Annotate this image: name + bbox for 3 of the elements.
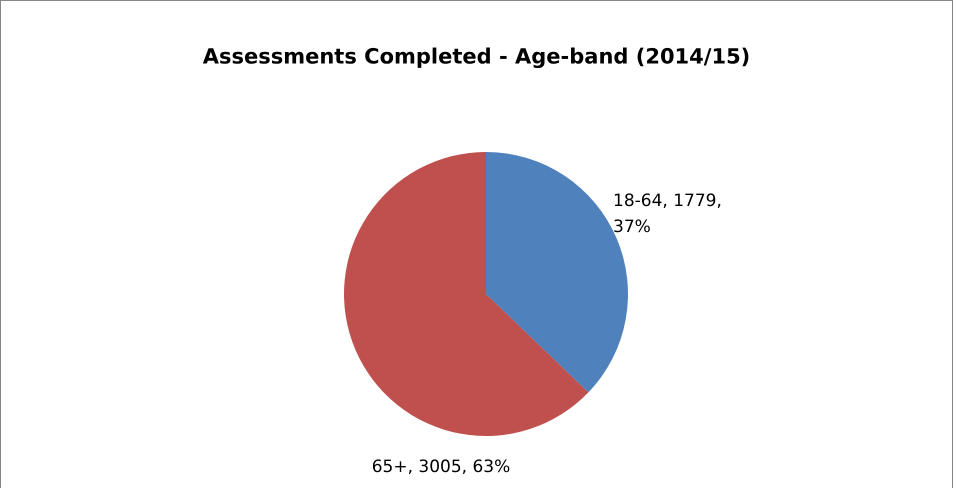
slice-label: 18-64, 1779, 37% (613, 191, 728, 237)
chart-title: Assessments Completed - Age-band (2014/15) (202, 44, 750, 68)
slice-label: 65+, 3005, 63% (372, 457, 510, 477)
